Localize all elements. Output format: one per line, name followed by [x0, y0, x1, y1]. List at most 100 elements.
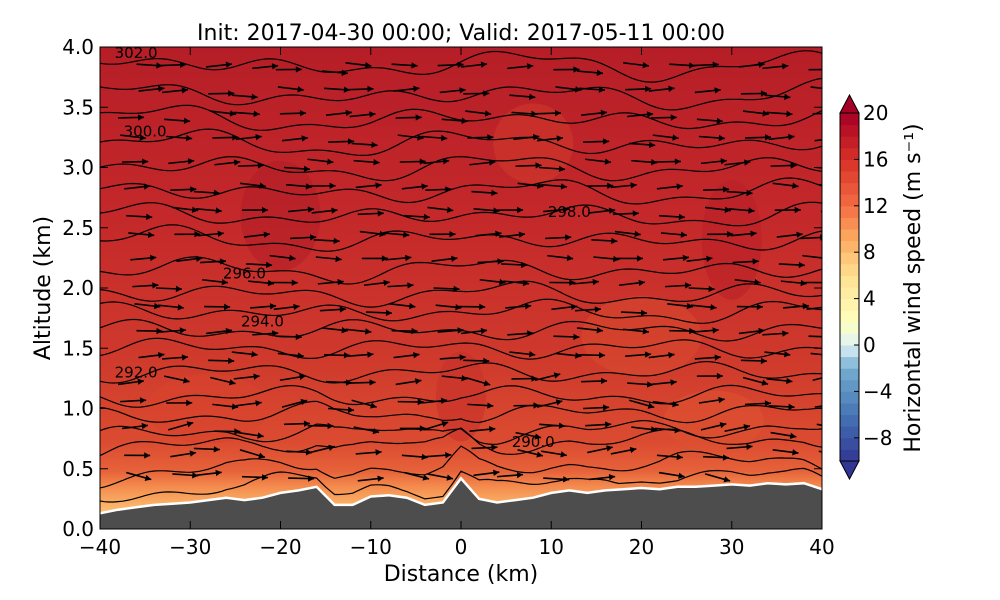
wind-vector: [688, 285, 715, 293]
wind-vector: [286, 183, 313, 190]
wind-vector: [427, 206, 454, 213]
wind-vector: [770, 431, 797, 439]
colorbar-segment: [840, 321, 859, 334]
wind-vector: [463, 357, 490, 365]
wind-vector: [288, 206, 315, 213]
wind-vector: [166, 134, 193, 142]
wind-vector: [497, 206, 524, 214]
wind-vector: [195, 469, 222, 477]
contour-label: 292.0: [115, 363, 158, 381]
wind-vector: [707, 230, 734, 238]
wind-vector: [233, 373, 260, 380]
wind-vector: [513, 402, 540, 409]
wind-vector: [658, 471, 685, 479]
wind-vector: [654, 158, 681, 165]
theta-contour-line: [100, 201, 822, 227]
colorbar-label: Horizontal wind speed (m s⁻¹): [901, 123, 926, 452]
colorbar-segment: [840, 275, 859, 288]
wind-vector: [231, 351, 258, 358]
wind-vector: [631, 159, 658, 166]
y-tick-label: 3.5: [62, 95, 94, 119]
wind-vector: [439, 87, 466, 94]
wind-vector: [437, 61, 464, 68]
wind-vector: [317, 278, 344, 286]
wind-vector: [395, 378, 422, 386]
wind-vector: [235, 400, 262, 407]
wind-vector: [772, 182, 799, 189]
wind-vector: [237, 431, 264, 439]
wind-vector: [160, 61, 187, 69]
wind-vector: [591, 237, 618, 245]
wind-vector: [357, 210, 384, 217]
wind-vector: [471, 444, 498, 451]
wind-vector: [355, 182, 382, 189]
colorbar-segment: [840, 229, 859, 242]
wind-vector: [650, 114, 677, 121]
wind-vector: [627, 381, 654, 388]
wind-vector: [534, 109, 562, 117]
wind-vector: [810, 86, 822, 90]
colorbar-tick-label: 12: [863, 194, 888, 218]
wind-vector: [195, 207, 222, 214]
wind-vector: [214, 159, 241, 166]
wind-vector: [136, 327, 163, 335]
wind-vector: [740, 357, 767, 365]
wind-vector: [138, 85, 165, 93]
wind-vector: [210, 110, 237, 117]
y-axis: 0.0 0.5 1.0 1.5 2.0 2.5 3.0 3.5 4.0: [62, 35, 822, 541]
wind-vector: [437, 327, 464, 334]
y-tick-label: 2.0: [62, 276, 94, 300]
y-tick-label: 2.5: [62, 216, 94, 240]
wind-vector: [576, 326, 603, 334]
colorbar-extend-min: [839, 460, 860, 481]
wind-vector: [738, 61, 765, 68]
wind-vector: [534, 372, 561, 382]
wind-vector: [273, 303, 300, 311]
wind-vector: [583, 404, 610, 411]
wind-vector: [162, 87, 189, 94]
wind-vector: [768, 403, 795, 411]
wind-vector: [279, 110, 306, 117]
wind-vector: [762, 330, 789, 337]
wind-vector: [235, 133, 262, 141]
wind-vector: [423, 420, 449, 431]
wind-vector: [208, 90, 235, 97]
wind-vector: [321, 69, 348, 76]
wind-vector: [656, 453, 683, 461]
wind-vector: [700, 158, 727, 165]
wind-vector: [652, 134, 679, 141]
theta-contour-line: [100, 467, 822, 503]
wind-vector: [614, 230, 641, 238]
colorbar-frame: [839, 112, 860, 462]
wind-vector: [469, 159, 496, 166]
wind-vector: [345, 328, 372, 335]
wind-vector: [704, 473, 731, 483]
terrain-edge: [100, 476, 822, 515]
wind-vector: [726, 443, 753, 451]
wind-vector: [782, 303, 809, 310]
wind-vector: [138, 351, 165, 359]
colorbar-segment: [840, 426, 859, 439]
wind-vector: [174, 231, 201, 238]
wind-vector: [309, 444, 336, 454]
wind-vector: [631, 426, 658, 433]
wind-vector: [309, 182, 336, 190]
theta-contour-line: [100, 280, 822, 308]
wind-vector: [315, 255, 342, 263]
wind-vector: [313, 237, 340, 245]
wind-vector: [157, 304, 184, 311]
wind-vector: [439, 354, 466, 361]
wind-vector: [130, 254, 157, 262]
wind-vector: [233, 110, 260, 118]
wind-vector: [117, 378, 144, 386]
wind-speed-patch: [581, 296, 702, 377]
wind-vector: [728, 207, 755, 214]
wind-vector: [572, 278, 599, 286]
wind-vector: [511, 375, 538, 382]
wind-vector: [738, 327, 765, 335]
wind-vector: [120, 134, 147, 141]
wind-vector: [736, 303, 763, 311]
wind-vector: [667, 302, 694, 310]
wind-vector: [499, 231, 526, 238]
wind-vector: [193, 189, 220, 197]
